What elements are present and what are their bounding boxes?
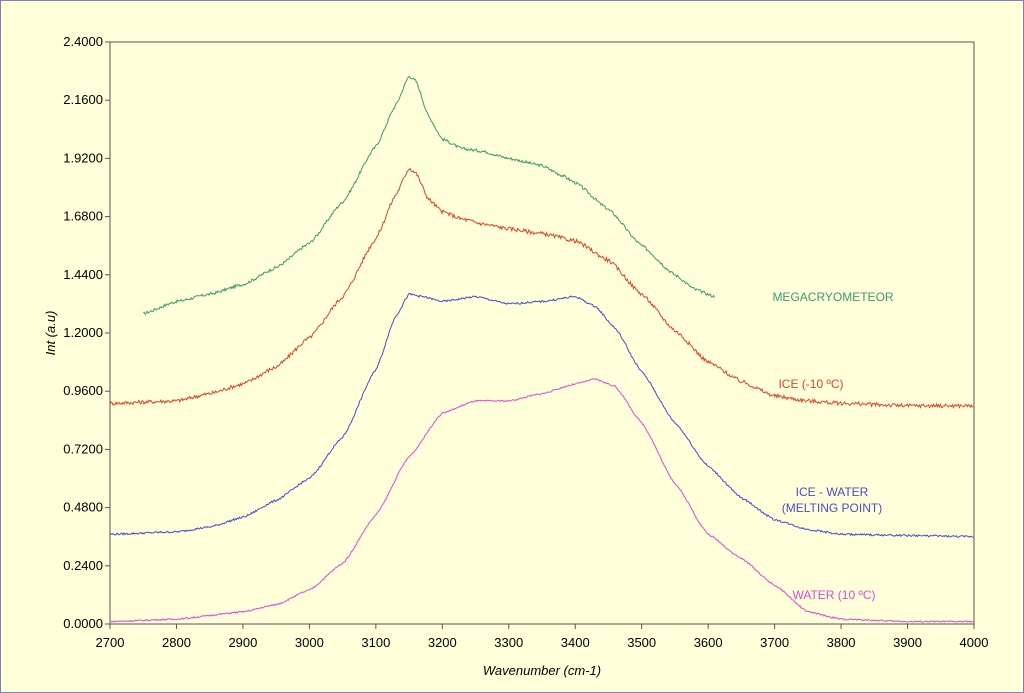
y-tick-label: 0.4800: [63, 500, 103, 515]
label-water: WATER (10 ºC): [792, 588, 875, 602]
x-tick-label: 3000: [295, 635, 324, 650]
label-melting-point: (MELTING POINT): [782, 501, 882, 515]
x-tick-label: 3900: [893, 635, 922, 650]
series-group: [109, 76, 974, 624]
x-tick-label: 2900: [228, 635, 257, 650]
series-line-1: [143, 76, 715, 316]
y-tick-label: 1.9200: [63, 150, 103, 165]
y-tick-label: 1.2000: [63, 325, 103, 340]
x-tick-label: 3100: [361, 635, 390, 650]
y-axis: 0.0000 0.2400 0.4800 0.7200 0.9600 1.2000 1.44…: [63, 34, 110, 631]
y-tick-label: 0.9600: [63, 383, 103, 398]
y-axis-title: Int (a.u): [43, 311, 58, 356]
x-axis-title: Wavenumber (cm-1): [483, 663, 601, 678]
y-tick-label: 2.1600: [63, 92, 103, 107]
x-tick-label: 2700: [96, 635, 125, 650]
label-ice: ICE (-10 ºC): [778, 377, 843, 391]
x-tick-label: 3600: [694, 635, 723, 650]
x-tick-label: 2800: [162, 635, 191, 650]
x-tick-label: 3400: [561, 635, 590, 650]
label-ice-water: ICE - WATER: [796, 485, 869, 499]
x-tick-label: 3200: [428, 635, 457, 650]
y-tick-label: 0.0000: [63, 616, 103, 631]
series-line-2: [109, 167, 974, 410]
y-tick-label: 0.2400: [63, 558, 103, 573]
x-tick-label: 3300: [494, 635, 523, 650]
x-tick-label: 3800: [827, 635, 856, 650]
series-line-4: [109, 378, 974, 624]
y-tick-label: 1.4400: [63, 267, 103, 282]
y-tick-label: 0.7200: [63, 441, 103, 456]
x-axis: 2700 2800 2900 3000 3100 3200 3300 3400 3500 3600…: [96, 624, 989, 650]
x-tick-label: 3700: [760, 635, 789, 650]
plot-area: [109, 41, 975, 625]
x-tick-label: 3500: [627, 635, 656, 650]
y-tick-label: 1.6800: [63, 209, 103, 224]
label-megacryometeor: MEGACRYOMETEOR: [772, 290, 893, 304]
x-tick-label: 4000: [960, 635, 989, 650]
series-line-3: [109, 292, 974, 538]
y-tick-label: 2.4000: [63, 34, 103, 49]
